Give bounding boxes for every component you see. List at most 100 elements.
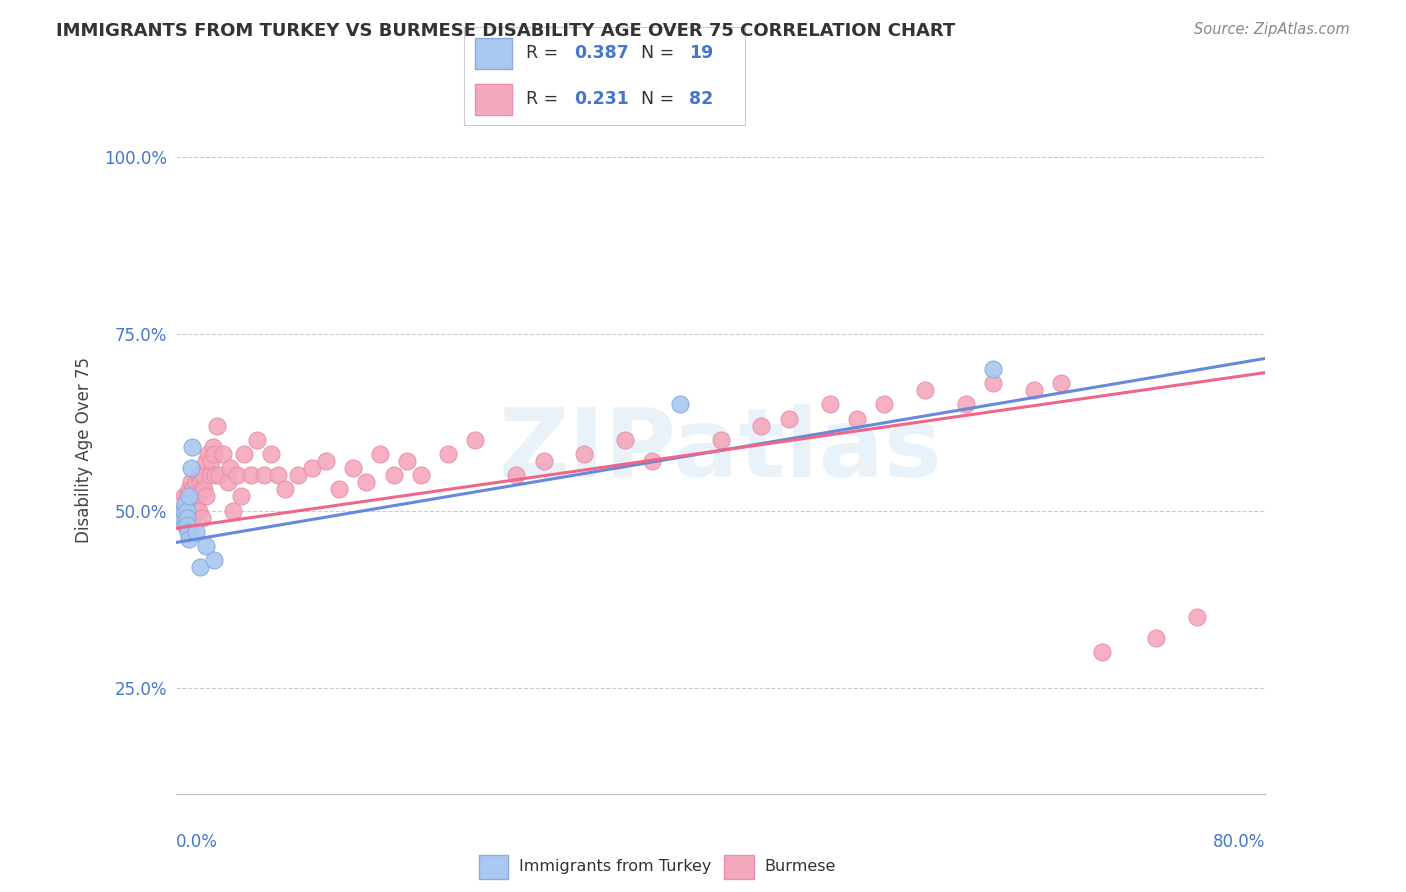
Point: [873, 397, 896, 411]
Text: R =: R =: [526, 45, 564, 62]
Point: [751, 418, 773, 433]
Point: [174, 517, 197, 532]
Point: [186, 524, 208, 539]
Point: [194, 454, 217, 468]
Point: [356, 475, 378, 490]
Point: [464, 433, 486, 447]
Point: [260, 447, 283, 461]
Point: [1022, 384, 1045, 398]
Point: [187, 468, 209, 483]
Text: 82: 82: [689, 90, 713, 108]
Point: [172, 510, 194, 524]
Text: R =: R =: [526, 90, 564, 108]
Point: [186, 490, 209, 504]
Text: 80.0%: 80.0%: [1213, 833, 1265, 851]
Point: [287, 468, 309, 483]
Point: [173, 503, 195, 517]
Text: 0.231: 0.231: [574, 90, 628, 108]
Point: [1050, 376, 1073, 391]
Point: [179, 532, 201, 546]
Point: [183, 483, 205, 497]
Point: [208, 468, 231, 483]
Point: [778, 411, 800, 425]
Point: [172, 503, 194, 517]
Point: [172, 503, 194, 517]
Point: [914, 384, 936, 398]
Point: [396, 454, 419, 468]
Point: [955, 397, 977, 411]
Point: [176, 517, 198, 532]
Point: [205, 418, 228, 433]
Point: [187, 503, 209, 517]
Point: [186, 497, 208, 511]
Point: [222, 503, 245, 517]
Point: [180, 503, 202, 517]
Text: ZIPatlas: ZIPatlas: [499, 404, 942, 497]
Point: [176, 490, 198, 504]
Point: [239, 468, 262, 483]
Text: 0.0%: 0.0%: [176, 833, 218, 851]
Text: Source: ZipAtlas.com: Source: ZipAtlas.com: [1194, 22, 1350, 37]
Point: [202, 553, 225, 567]
Point: [198, 468, 221, 483]
Point: [201, 440, 224, 454]
Point: [641, 454, 664, 468]
Point: [267, 468, 290, 483]
FancyBboxPatch shape: [724, 855, 754, 879]
Point: [818, 397, 841, 411]
Point: [232, 447, 254, 461]
Point: [181, 510, 204, 524]
Point: [202, 447, 225, 461]
Point: [1187, 610, 1209, 624]
Point: [197, 447, 219, 461]
Point: [574, 447, 596, 461]
Point: [177, 497, 200, 511]
Point: [180, 461, 202, 475]
Point: [177, 524, 200, 539]
Point: [194, 539, 217, 553]
Point: [176, 510, 198, 524]
Text: N =: N =: [641, 45, 681, 62]
Point: [191, 468, 214, 483]
Point: [274, 483, 297, 497]
Text: IMMIGRANTS FROM TURKEY VS BURMESE DISABILITY AGE OVER 75 CORRELATION CHART: IMMIGRANTS FROM TURKEY VS BURMESE DISABI…: [56, 22, 956, 40]
Point: [179, 497, 201, 511]
Point: [188, 560, 211, 574]
Point: [188, 475, 211, 490]
Point: [176, 503, 198, 517]
Point: [409, 468, 432, 483]
Point: [710, 433, 733, 447]
Point: [212, 447, 235, 461]
Point: [176, 503, 198, 517]
Point: [328, 483, 350, 497]
Point: [190, 483, 212, 497]
Point: [614, 433, 637, 447]
Point: [533, 454, 555, 468]
Point: [183, 503, 205, 517]
Point: [177, 510, 200, 524]
Point: [301, 461, 323, 475]
Y-axis label: Disability Age Over 75: Disability Age Over 75: [76, 358, 93, 543]
Point: [179, 483, 201, 497]
Point: [1091, 645, 1114, 659]
Point: [204, 468, 226, 483]
Point: [226, 468, 249, 483]
Point: [1144, 631, 1167, 645]
Point: [219, 461, 242, 475]
FancyBboxPatch shape: [475, 84, 512, 115]
Point: [181, 440, 204, 454]
Text: Immigrants from Turkey: Immigrants from Turkey: [519, 859, 711, 873]
Point: [173, 490, 195, 504]
Point: [368, 447, 391, 461]
Point: [179, 510, 201, 524]
Point: [180, 475, 202, 490]
Point: [193, 483, 215, 497]
Point: [382, 468, 405, 483]
FancyBboxPatch shape: [478, 855, 508, 879]
Text: 19: 19: [689, 45, 713, 62]
Point: [181, 490, 204, 504]
Point: [174, 497, 197, 511]
Point: [253, 468, 276, 483]
Point: [505, 468, 527, 483]
Point: [981, 362, 1004, 376]
